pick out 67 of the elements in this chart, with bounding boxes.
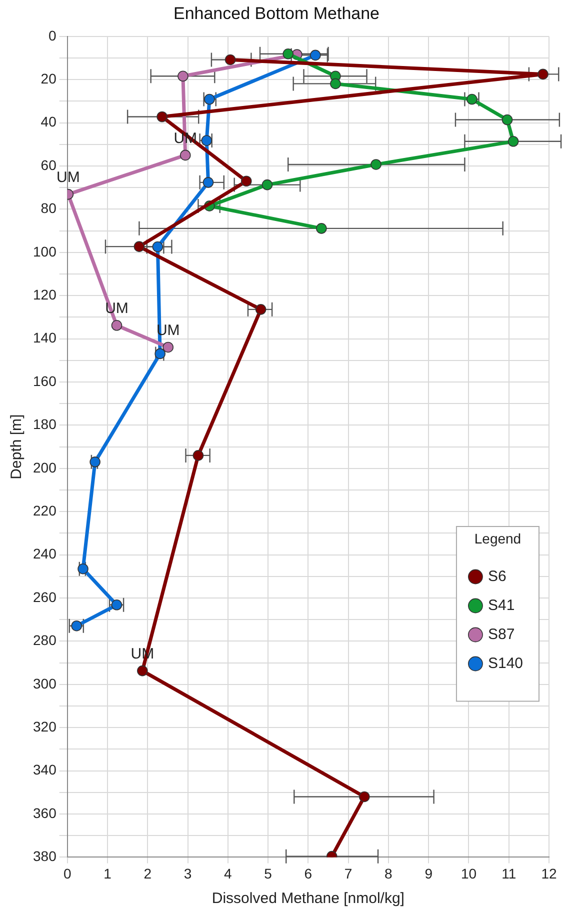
y-tick-label: 200 <box>33 459 57 476</box>
point <box>262 179 273 190</box>
y-tick-label: 220 <box>33 502 57 518</box>
legend-label: S87 <box>488 626 515 643</box>
y-tick-label: 40 <box>40 114 57 130</box>
point <box>224 54 236 66</box>
legend-label: S140 <box>488 654 524 672</box>
point <box>134 241 145 252</box>
point <box>152 241 164 252</box>
point <box>240 176 252 187</box>
y-tick-label: 140 <box>33 330 57 346</box>
y-tick-label: 360 <box>33 804 57 821</box>
y-tick-label: 20 <box>40 70 57 86</box>
y-tick-label: 160 <box>33 372 57 389</box>
legend-label: S41 <box>488 596 515 614</box>
point <box>538 68 548 80</box>
y-tick-label: 280 <box>33 632 57 648</box>
x-tick-label: 2 <box>144 865 152 882</box>
y-tick-label: 120 <box>33 286 57 302</box>
point <box>370 159 382 170</box>
point <box>255 304 266 315</box>
point <box>310 50 321 61</box>
legend-label: S6 <box>488 568 506 585</box>
point <box>156 111 168 122</box>
y-tick-label: 320 <box>33 718 57 734</box>
x-tick-label: 3 <box>184 865 192 882</box>
point <box>90 456 100 468</box>
y-tick-label: 380 <box>33 848 57 864</box>
y-tick-label: 240 <box>33 546 57 562</box>
y-tick-label: 180 <box>33 416 57 432</box>
y-tick-label: 300 <box>33 675 57 692</box>
x-tick-label: 5 <box>264 865 272 882</box>
point <box>180 150 191 161</box>
y-tick-label: 340 <box>33 762 57 778</box>
point <box>330 78 341 90</box>
point <box>162 342 174 353</box>
y-tick-label: 100 <box>33 243 57 260</box>
annotation: UM <box>56 168 80 186</box>
point <box>508 136 519 147</box>
x-tick-label: 6 <box>304 865 312 882</box>
point <box>282 48 294 60</box>
x-tick-label: 1 <box>104 865 112 882</box>
x-tick-label: 7 <box>344 865 352 882</box>
x-tick-label: 8 <box>384 865 393 882</box>
x-tick-label: 9 <box>424 865 433 882</box>
x-tick-label: 0 <box>63 865 72 882</box>
x-axis-title: Dissolved Methane [nmol/kg] <box>212 890 404 908</box>
point <box>178 70 188 82</box>
point <box>192 450 204 461</box>
point <box>201 135 212 146</box>
y-tick-label: 0 <box>48 27 57 44</box>
x-tick-label: 11 <box>502 865 516 882</box>
chart-title: Enhanced Bottom Methane <box>173 4 380 23</box>
point <box>111 320 122 331</box>
y-axis-title: Depth [m] <box>8 414 26 480</box>
legend-title: Legend <box>474 530 522 546</box>
point <box>316 223 327 234</box>
point <box>137 665 148 676</box>
y-tick-label: 60 <box>40 156 57 173</box>
x-tick-label: 10 <box>460 865 477 882</box>
point <box>202 177 214 188</box>
y-tick-label: 80 <box>40 200 57 216</box>
y-tick-label: 260 <box>33 588 57 605</box>
x-tick-label: 12 <box>541 865 557 882</box>
x-tick-label: 4 <box>224 865 232 882</box>
point <box>358 791 370 802</box>
point <box>502 114 513 126</box>
